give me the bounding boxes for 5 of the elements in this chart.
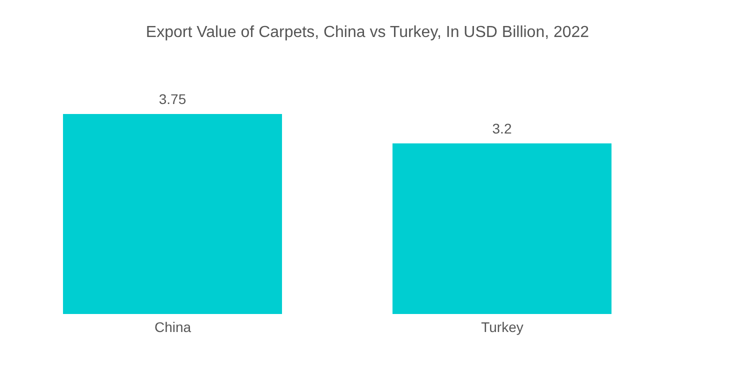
data-label: 3.75 — [158, 91, 186, 107]
chart-title: Export Value of Carpets, China vs Turkey, In USD Billion, 2022 — [144, 23, 590, 43]
data-label: 3.2 — [492, 120, 512, 136]
x-tick-label: Turkey — [481, 318, 524, 335]
x-tick-label: China — [154, 318, 192, 335]
